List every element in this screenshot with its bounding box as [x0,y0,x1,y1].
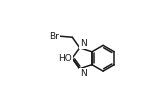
Text: N: N [80,39,87,48]
Text: Br: Br [50,32,60,41]
Text: HO: HO [58,54,72,63]
Text: N: N [80,69,87,78]
